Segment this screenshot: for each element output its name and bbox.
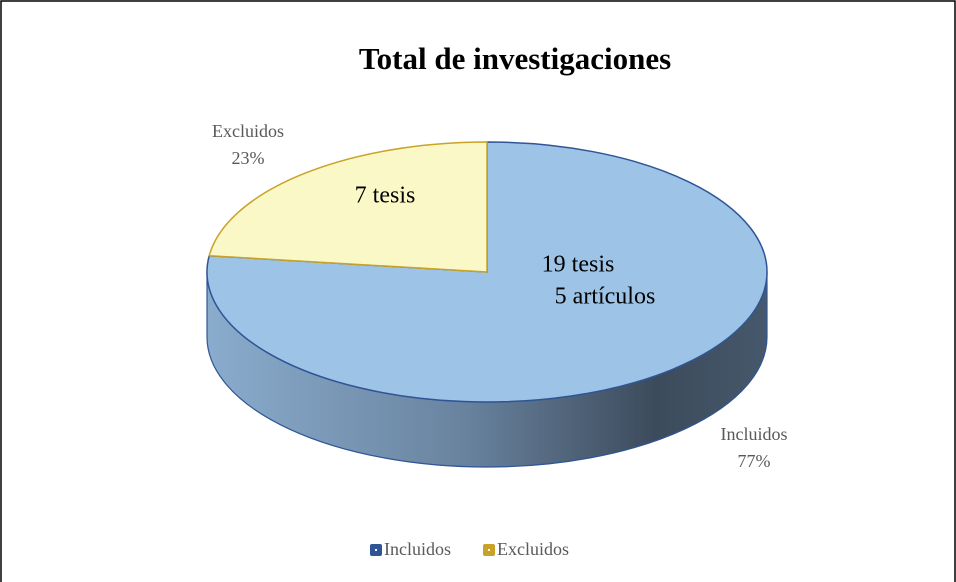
data-label-value: 23% <box>232 148 265 168</box>
legend-swatch-dot <box>488 549 490 551</box>
slice-note: 5 artículos <box>555 284 656 310</box>
legend-label: Incluidos <box>384 539 451 559</box>
chart-title: Total de investigaciones <box>359 41 671 76</box>
slice <box>208 141 488 273</box>
legend-label: Excluidos <box>497 539 569 559</box>
slice-note: 7 tesis <box>355 183 416 209</box>
data-label-name: Incluidos <box>721 424 788 444</box>
legend-swatch-dot <box>375 549 377 551</box>
slice-note: 19 tesis <box>542 252 615 278</box>
data-label-value: 77% <box>738 451 771 471</box>
data-label-name: Excluidos <box>212 121 284 141</box>
